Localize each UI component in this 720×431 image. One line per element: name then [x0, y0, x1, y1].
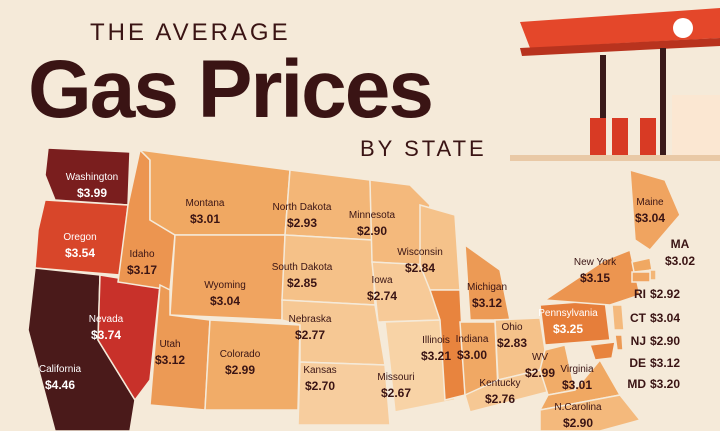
- subtitle: BY STATE: [360, 136, 487, 161]
- state-name: Virginia: [560, 364, 594, 375]
- state-name: Maine: [636, 197, 664, 208]
- state: [611, 304, 625, 331]
- state-name: Washington: [66, 172, 118, 183]
- state-price: $2.77: [295, 328, 325, 342]
- state-name: Utah: [159, 339, 180, 350]
- state: [538, 358, 622, 412]
- state: [539, 394, 642, 431]
- state-name: Wisconsin: [397, 247, 443, 258]
- state-price: $3.04: [210, 294, 240, 308]
- state-price: $3.99: [77, 186, 107, 200]
- state-name: RI: [634, 287, 646, 301]
- state-price: $2.93: [287, 216, 317, 230]
- state: [428, 289, 466, 401]
- map: Washington $3.99 Oregon $3.54 California $4.4…: [27, 147, 695, 431]
- state-price: $2.84: [405, 261, 435, 275]
- state-name: Nebraska: [289, 314, 332, 325]
- state-name: NJ: [631, 334, 646, 348]
- state-price: $3.04: [650, 311, 680, 325]
- pillar: [660, 48, 666, 156]
- state: [614, 334, 624, 351]
- pump: [612, 118, 628, 156]
- state-name: North Dakota: [273, 202, 332, 213]
- pump: [640, 118, 656, 156]
- canopy-edge: [520, 38, 720, 56]
- state-name: Illinois: [422, 335, 450, 346]
- state-name: Pennsylvania: [538, 308, 598, 319]
- state-name: DE: [629, 356, 646, 370]
- state-price: $2.99: [225, 363, 255, 377]
- state-price: $3.17: [127, 263, 157, 277]
- state: [539, 344, 576, 396]
- state-price: $3.12: [155, 353, 185, 367]
- state-name: Ohio: [501, 322, 523, 333]
- sign: [673, 18, 693, 38]
- state-price: $3.54: [65, 246, 95, 260]
- kicker: THE AVERAGE: [90, 19, 291, 46]
- state-price: $2.67: [381, 386, 411, 400]
- state-price: $3.25: [553, 322, 583, 336]
- state-name: New York: [574, 257, 617, 268]
- state-name: Indiana: [456, 334, 489, 345]
- state-name: WV: [532, 352, 548, 363]
- state-price: $3.15: [580, 271, 610, 285]
- pillar: [600, 55, 606, 155]
- state-price: $2.76: [485, 392, 515, 406]
- state-name: Minnesota: [349, 210, 396, 221]
- state-name: Kansas: [303, 365, 336, 376]
- state-name: CT: [630, 311, 647, 325]
- state-price: $4.46: [45, 378, 75, 392]
- state-price: $2.74: [367, 289, 397, 303]
- state-name: Oregon: [63, 232, 96, 243]
- canopy: [520, 8, 720, 48]
- state-name: South Dakota: [272, 262, 333, 273]
- state-price: $3.12: [650, 356, 680, 370]
- state: [631, 271, 651, 283]
- state-price: $2.90: [357, 224, 387, 238]
- state-price: $2.92: [650, 287, 680, 301]
- state-price: $3.04: [635, 211, 665, 225]
- state-price: $3.12: [472, 296, 502, 310]
- state-price: $2.90: [650, 334, 680, 348]
- state: [649, 269, 657, 281]
- state: [629, 168, 681, 251]
- pump: [590, 118, 606, 156]
- state-name: MD: [627, 377, 646, 391]
- shop: [672, 95, 720, 155]
- state: [588, 341, 616, 361]
- state-price: $2.99: [525, 366, 555, 380]
- state-price: $3.00: [457, 348, 487, 362]
- state-name: Colorado: [220, 349, 261, 360]
- state-name: Montana: [186, 198, 225, 209]
- state-name: Iowa: [371, 275, 393, 286]
- state: [384, 319, 456, 413]
- state-price: $3.21: [421, 349, 451, 363]
- state-name: California: [39, 364, 82, 375]
- state-price: $2.83: [497, 336, 527, 350]
- state-name: MA: [671, 237, 690, 251]
- gas-station: [510, 8, 720, 161]
- state-price: $2.85: [287, 276, 317, 290]
- state-name: N.Carolina: [554, 402, 602, 413]
- state-price: $3.02: [665, 254, 695, 268]
- state-name: Wyoming: [204, 280, 246, 291]
- state-name: Kentucky: [479, 378, 520, 389]
- state-price: $3.74: [91, 328, 121, 342]
- state-price: $2.90: [563, 416, 593, 430]
- title: Gas Prices: [28, 44, 432, 135]
- state-price: $3.01: [562, 378, 592, 392]
- state-price: $3.01: [190, 212, 220, 226]
- state-price: $3.20: [650, 377, 680, 391]
- state-name: Michigan: [467, 282, 507, 293]
- state-name: Idaho: [129, 249, 154, 260]
- state-price: $2.70: [305, 379, 335, 393]
- state-name: Missouri: [377, 372, 414, 383]
- state: [297, 361, 391, 426]
- state: [34, 199, 129, 276]
- ground: [510, 155, 720, 161]
- state-name: Nevada: [89, 314, 124, 325]
